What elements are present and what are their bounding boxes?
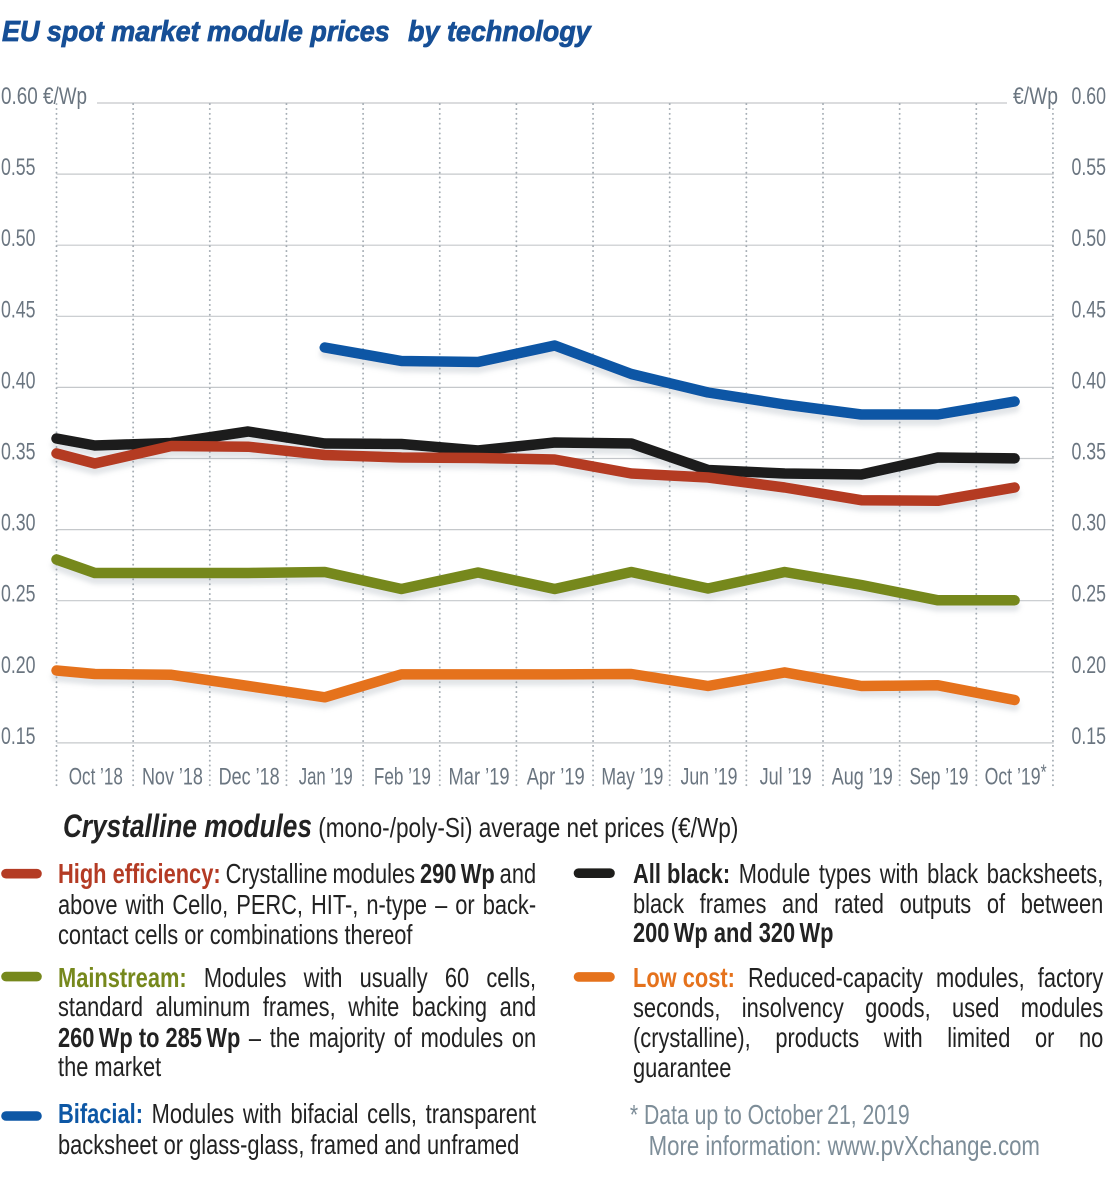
svg-text:0.20: 0.20 (1, 652, 36, 679)
svg-text:0.15: 0.15 (1072, 723, 1107, 750)
svg-text:Aug ’19: Aug ’19 (832, 763, 893, 790)
svg-text:Oct ’18: Oct ’18 (69, 763, 123, 790)
svg-text:0.25: 0.25 (1, 581, 36, 608)
svg-text:0.55: 0.55 (1072, 154, 1107, 181)
svg-text:0.45: 0.45 (1072, 296, 1107, 323)
svg-text:€/Wp: €/Wp (1013, 83, 1058, 110)
svg-text:Dec ’18: Dec ’18 (219, 763, 280, 790)
svg-text:0.35: 0.35 (1, 439, 36, 466)
svg-text:Oct ’19*: Oct ’19* (985, 761, 1047, 791)
svg-text:May ’19: May ’19 (601, 763, 663, 790)
svg-text:0.60: 0.60 (1072, 83, 1107, 110)
svg-text:Apr ’19: Apr ’19 (527, 763, 585, 790)
svg-text:0.20: 0.20 (1072, 652, 1107, 679)
svg-text:0.15: 0.15 (1, 723, 36, 750)
svg-text:Feb ’19: Feb ’19 (374, 763, 431, 790)
svg-text:Mar ’19: Mar ’19 (449, 763, 510, 790)
svg-text:0.60 €/Wp: 0.60 €/Wp (1, 83, 87, 110)
svg-text:0.50: 0.50 (1072, 225, 1107, 252)
svg-text:0.30: 0.30 (1, 510, 36, 537)
svg-text:Jan ’19: Jan ’19 (299, 763, 353, 790)
svg-text:0.30: 0.30 (1072, 510, 1107, 537)
svg-text:0.25: 0.25 (1072, 581, 1107, 608)
svg-text:0.40: 0.40 (1, 367, 36, 394)
svg-text:0.55: 0.55 (1, 154, 36, 181)
svg-text:0.50: 0.50 (1, 225, 36, 252)
svg-text:Sep ’19: Sep ’19 (909, 763, 968, 790)
svg-text:Jul ’19: Jul ’19 (760, 763, 812, 790)
svg-text:Jun ’19: Jun ’19 (681, 763, 738, 790)
svg-text:Nov ’18: Nov ’18 (142, 763, 203, 790)
svg-text:0.40: 0.40 (1072, 367, 1107, 394)
svg-text:0.45: 0.45 (1, 296, 36, 323)
svg-text:0.35: 0.35 (1072, 439, 1107, 466)
